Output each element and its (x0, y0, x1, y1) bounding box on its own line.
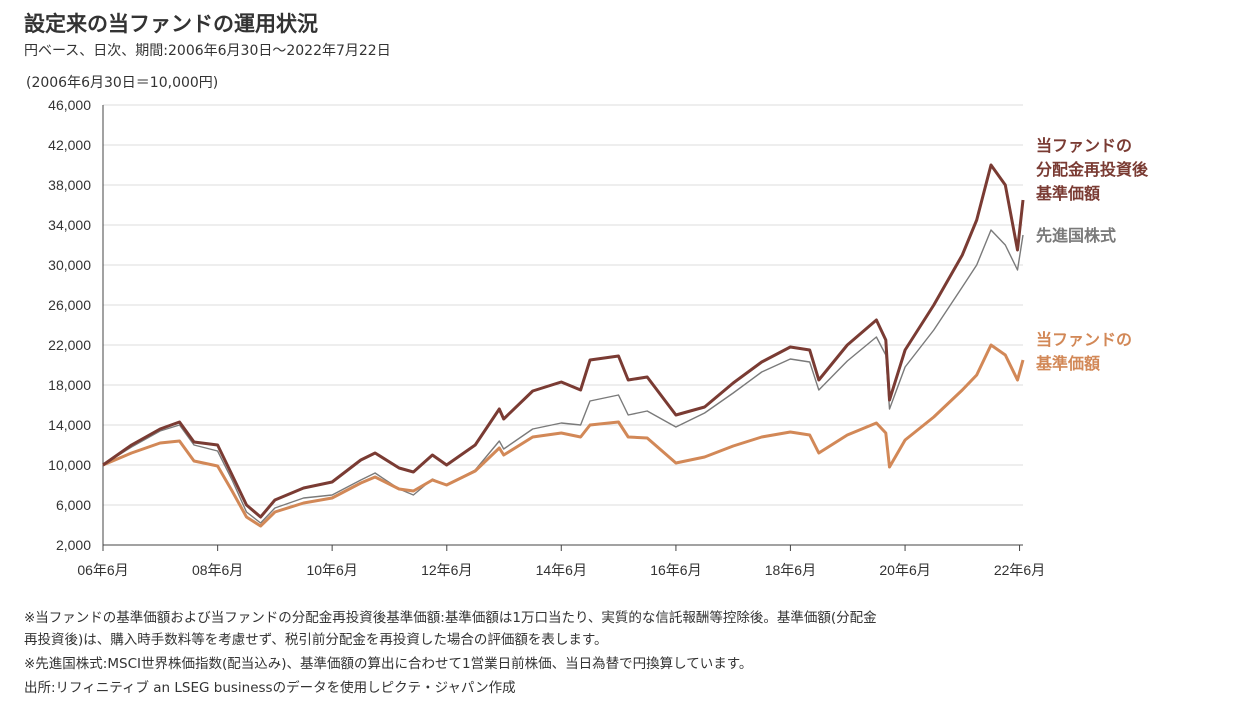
footnote-source: 出所:リフィニティブ an LSEG businessのデータを使用しピクテ・ジ… (24, 680, 516, 696)
x-tick-label: 06年6月 (77, 562, 128, 578)
series-label-0: 分配金再投資後 (1036, 160, 1149, 179)
series-label-2: 当ファンドの (1036, 330, 1132, 349)
y-tick-label: 38,000 (48, 177, 91, 193)
series-label-2: 基準価額 (1035, 354, 1100, 373)
x-tick-label: 14年6月 (536, 562, 587, 578)
base-value-note: (2006年6月30日＝10,000円) (26, 75, 219, 91)
series-label-1: 先進国株式 (1036, 226, 1116, 245)
x-tick-label: 18年6月 (765, 562, 816, 578)
x-tick-label: 22年6月 (994, 562, 1045, 578)
y-tick-label: 2,000 (56, 537, 91, 553)
x-tick-label: 16年6月 (650, 562, 701, 578)
chart-title: 設定来の当ファンドの運用状況 (24, 12, 318, 36)
y-tick-label: 22,000 (48, 337, 91, 353)
y-tick-label: 18,000 (48, 377, 91, 393)
x-tick-label: 20年6月 (879, 562, 930, 578)
x-tick-label: 08年6月 (192, 562, 243, 578)
y-tick-label: 30,000 (48, 257, 91, 273)
y-tick-label: 46,000 (48, 97, 91, 113)
x-tick-label: 12年6月 (421, 562, 472, 578)
footnote-index: ※先進国株式:MSCI世界株価指数(配当込み)、基準価額の算出に合わせて1営業日… (24, 656, 753, 672)
series-line-0 (102, 163, 1025, 519)
y-tick-label: 26,000 (48, 297, 91, 313)
x-tick-label: 10年6月 (306, 562, 357, 578)
y-tick-label: 10,000 (48, 457, 91, 473)
series-line-2 (102, 343, 1025, 528)
y-tick-label: 42,000 (48, 137, 91, 153)
footnote-nav-cont: 再投資後)は、購入時手数料等を考慮せず、税引前分配金を再投資した場合の評価額を表… (24, 632, 608, 648)
series-label-0: 当ファンドの (1036, 136, 1132, 155)
chart-subtitle: 円ベース、日次、期間:2006年6月30日～2022年7月22日 (24, 43, 391, 59)
series-line-1 (102, 229, 1024, 524)
y-tick-label: 14,000 (48, 417, 91, 433)
footnote-nav: ※当ファンドの基準価額および当ファンドの分配金再投資後基準価額:基準価額は1万口… (24, 610, 877, 626)
series-label-0: 基準価額 (1035, 184, 1100, 203)
y-tick-label: 6,000 (56, 497, 91, 513)
y-tick-label: 34,000 (48, 217, 91, 233)
